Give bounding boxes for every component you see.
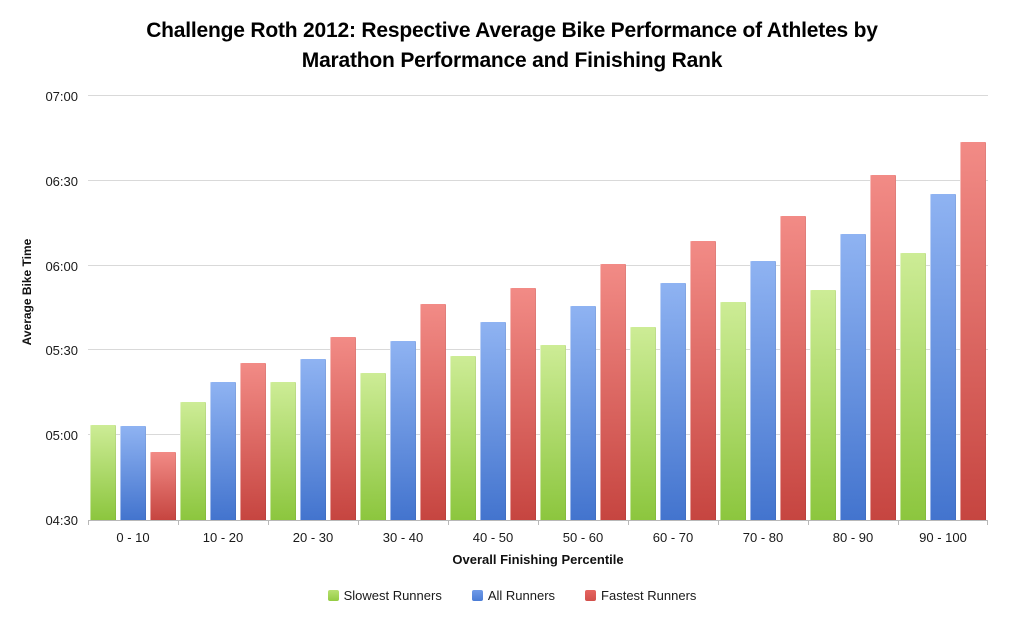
axis-boundary-tick [538,520,539,525]
bar-fastest-runners-20-30 [330,337,356,520]
x-tick-label-20-30: 20 - 30 [292,530,334,545]
bar-slowest-runners-10-20 [180,402,206,520]
gridline-06:00 [88,264,988,266]
axis-boundary-tick [987,520,988,525]
bar-slowest-runners-0-10 [90,425,116,520]
bar-group-10-20 [178,97,268,520]
bar-fastest-runners-30-40 [420,304,446,520]
legend-item-fastest-runners: Fastest Runners [585,588,696,603]
bar-slowest-runners-40-50 [450,355,476,520]
plot-area [88,95,988,525]
x-tick-label-80-90: 80 - 90 [832,530,874,545]
bar-fastest-runners-10-20 [240,362,266,520]
y-tick-label-04:30: 04:30 [45,513,78,528]
y-tick-label-05:30: 05:30 [45,343,78,359]
bar-fastest-runners-80-90 [870,175,896,520]
bar-group-80-90 [808,97,898,520]
bar-all-runners-90-100 [930,194,956,520]
bar-all-runners-10-20 [210,382,236,520]
bar-slowest-runners-50-60 [540,345,566,520]
bar-all-runners-0-10 [120,426,146,520]
x-tick-label-50-60: 50 - 60 [562,530,604,545]
bar-fastest-runners-40-50 [510,288,536,520]
legend-swatch-icon [585,590,597,601]
legend-swatch-icon [471,590,483,601]
bar-group-60-70 [628,97,718,520]
legend-label: Fastest Runners [601,588,697,603]
bar-slowest-runners-80-90 [810,290,836,520]
bar-groups [88,97,988,520]
bar-all-runners-70-80 [750,260,776,520]
legend-item-all-runners: All Runners [471,588,556,603]
bar-all-runners-80-90 [840,233,866,520]
bar-slowest-runners-90-100 [900,253,926,520]
bar-slowest-runners-70-80 [720,302,746,520]
x-tick-label-40-50: 40 - 50 [472,530,514,545]
bar-all-runners-40-50 [480,322,506,520]
bar-group-30-40 [358,97,448,520]
axis-boundary-tick [808,520,809,525]
axis-boundary-tick [898,520,899,525]
legend-label: All Runners [487,588,556,603]
bar-group-0-10 [88,97,178,520]
bar-slowest-runners-60-70 [630,326,656,520]
x-tick-label-90-100: 90 - 100 [919,530,967,545]
legend-label: Slowest Runners [343,588,442,603]
axis-boundary-tick [358,520,359,525]
bar-group-50-60 [538,97,628,520]
y-tick-label-06:30: 06:30 [45,173,78,189]
bar-all-runners-60-70 [660,282,686,520]
x-tick-label-0-10: 0 - 10 [116,530,150,545]
y-tick-label-06:00: 06:00 [45,258,78,274]
bar-slowest-runners-30-40 [360,373,386,520]
y-tick-label-07:00: 07:00 [45,89,78,104]
bar-slowest-runners-20-30 [270,382,296,520]
legend-swatch-icon [327,590,339,601]
axis-boundary-tick [88,520,89,525]
x-tick-label-30-40: 30 - 40 [382,530,424,545]
bar-fastest-runners-0-10 [150,452,176,520]
y-tick-label-05:00: 05:00 [45,428,78,444]
axis-boundary-tick [448,520,449,525]
gridline-05:00 [88,434,988,436]
bar-group-20-30 [268,97,358,520]
gridline-06:30 [88,179,988,181]
x-tick-label-70-80: 70 - 80 [742,530,784,545]
x-tick-label-10-20: 10 - 20 [202,530,244,545]
bar-group-90-100 [898,97,988,520]
bar-fastest-runners-70-80 [780,215,806,520]
bar-fastest-runners-90-100 [960,142,986,520]
axis-boundary-tick [718,520,719,525]
bar-group-40-50 [448,97,538,520]
axis-boundary-tick [628,520,629,525]
x-axis-tick-labels: 0 - 10 10 - 20 20 - 30 30 - 40 40 - 50 50 - 6… [88,530,988,545]
x-tick-label-60-70: 60 - 70 [652,530,694,545]
bar-group-70-80 [718,97,808,520]
bar-fastest-runners-60-70 [690,241,716,520]
bar-all-runners-50-60 [570,305,596,520]
y-axis-tick-labels: 04:30 05:00 05:30 06:00 06:30 07:00 [0,89,78,528]
chart-title-line2: Marathon Performance and Finishing Rank [301,49,723,72]
bar-fastest-runners-50-60 [600,263,626,520]
axis-boundary-tick [178,520,179,525]
axis-boundary-tick [268,520,269,525]
bar-all-runners-30-40 [390,340,416,520]
gridline-05:30 [88,349,988,351]
legend-item-slowest-runners: Slowest Runners [327,588,442,603]
legend: Slowest Runners All Runners Fastest Runner… [0,588,1024,603]
gridline-07:00 [88,95,988,96]
chart-title: Challenge Roth 2012: Respective Average … [0,16,1024,76]
x-axis-title: Overall Finishing Percentile [452,552,624,567]
bar-all-runners-20-30 [300,358,326,520]
chart-title-line1: Challenge Roth 2012: Respective Average … [146,19,878,42]
